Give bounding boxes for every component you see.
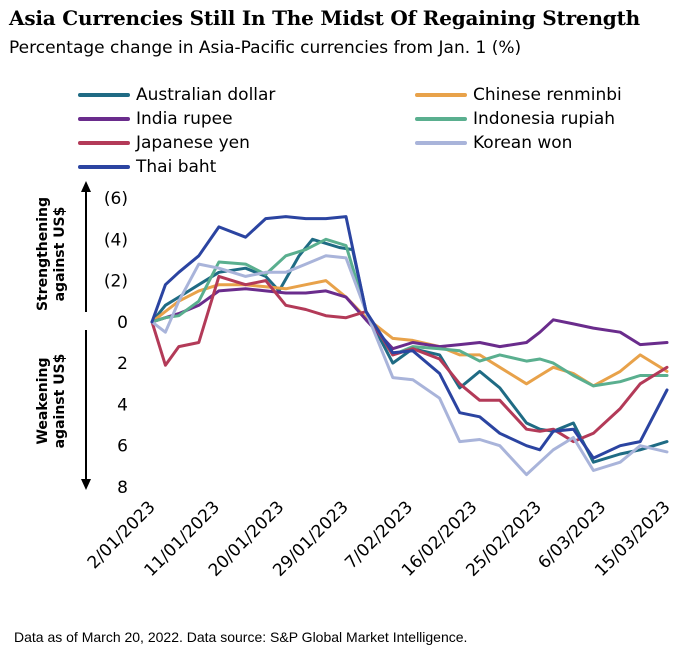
y-tick-label: (6)	[104, 189, 128, 209]
legend-item-indonesia-rupiah: Indonesia rupiah	[415, 107, 615, 131]
legend-swatch	[415, 117, 467, 121]
y-tick-label: (4)	[104, 230, 128, 250]
legend-swatch	[78, 165, 130, 169]
series-line-thai-baht	[150, 215, 669, 460]
legend-swatch	[415, 141, 467, 145]
strengthening-arrowhead	[81, 181, 91, 192]
legend-label: Indonesia rupiah	[473, 109, 616, 129]
weakening-arrowhead	[81, 479, 91, 490]
y-tick-label: 6	[117, 437, 128, 457]
series-line-india-rupee	[150, 287, 669, 351]
series-line-indonesia-rupiah	[150, 237, 669, 388]
y-tick-label: 0	[117, 313, 128, 333]
legend-item-chinese-renminbi: Chinese renminbi	[415, 83, 622, 107]
legend-swatch	[78, 93, 130, 97]
legend-label: Chinese renminbi	[473, 85, 622, 105]
series-line-korean-won	[150, 254, 669, 477]
legend-item-korean-won: Korean won	[415, 131, 572, 155]
y-axis-ticks: (6) (4) (2) 0 2 4 6 8	[104, 189, 128, 498]
legend-item-australian-dollar: Australian dollar	[78, 83, 275, 107]
x-axis-ticks: 2/01/202311/01/202320/01/202329/01/20237…	[84, 497, 675, 580]
series-line-japanese-yen	[150, 274, 669, 444]
legend-label: Korean won	[473, 133, 573, 153]
y-tick-label: 2	[117, 354, 128, 374]
legend-swatch	[78, 141, 130, 145]
series-lines	[150, 215, 669, 477]
footnote: Data as of March 20, 2022. Data source: …	[14, 629, 468, 645]
chart-subtitle: Percentage change in Asia-Pacific curren…	[9, 38, 522, 58]
legend-label: Thai baht	[136, 157, 217, 177]
legend-swatch	[415, 93, 467, 97]
legend-label: India rupee	[136, 109, 233, 129]
y-tick-label: 8	[117, 478, 128, 498]
legend-item-india-rupee: India rupee	[78, 107, 233, 131]
legend-item-japanese-yen: Japanese yen	[78, 131, 250, 155]
legend-label: Australian dollar	[136, 85, 276, 105]
chart-title: Asia Currencies Still In The Midst Of Re…	[9, 6, 640, 30]
y-tick-label: 4	[117, 395, 128, 415]
legend-label: Japanese yen	[136, 133, 250, 153]
series-line-chinese-renminbi	[150, 279, 669, 388]
legend-item-thai-baht: Thai baht	[78, 155, 216, 179]
legend-swatch	[78, 117, 130, 121]
y-tick-label: (2)	[104, 272, 128, 292]
